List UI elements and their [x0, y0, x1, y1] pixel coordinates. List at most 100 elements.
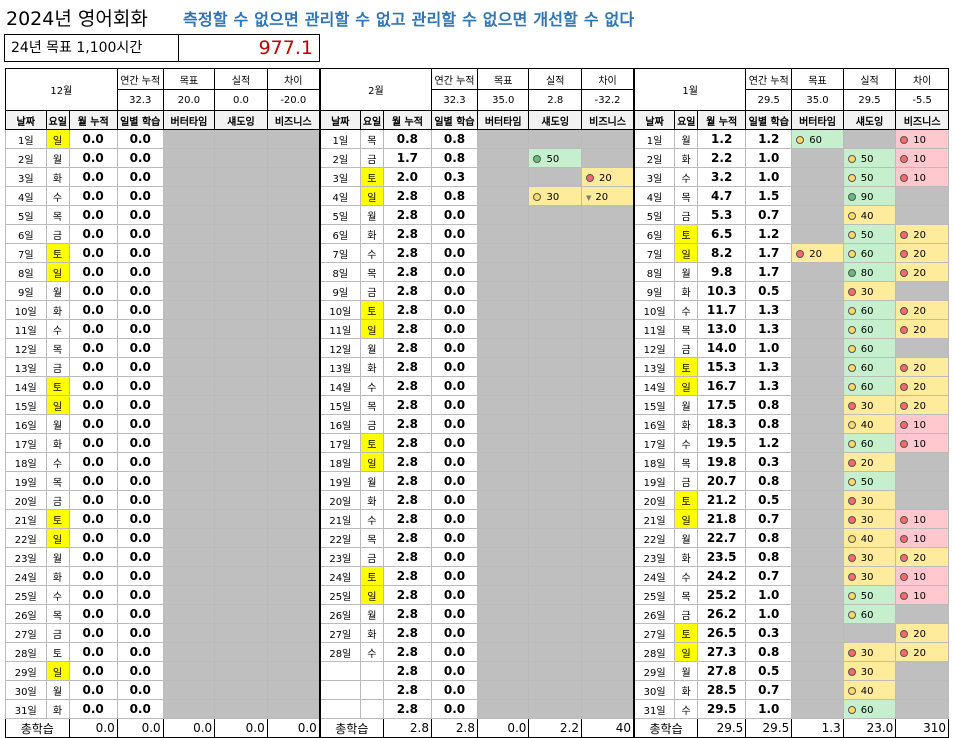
month-cum-cell: 2.8 — [382, 642, 433, 662]
weekday-cell: 수 — [45, 186, 70, 206]
weekday-cell: 토 — [359, 566, 384, 586]
business-cell — [266, 452, 321, 472]
date-cell: 14일 — [633, 376, 676, 396]
col-header-vetter: 버터타임 — [476, 110, 530, 130]
daily-cell: 0.0 — [431, 357, 478, 377]
date-cell: 13일 — [633, 357, 676, 377]
business-cell: 10 — [895, 414, 949, 434]
business-cell — [581, 281, 635, 301]
vetter-cell — [162, 319, 216, 339]
status-dot-icon — [847, 230, 856, 239]
month-cum-cell: 10.3 — [697, 281, 747, 301]
business-cell — [581, 661, 635, 681]
business-cell — [266, 604, 321, 624]
shadow-cell — [528, 680, 583, 700]
business-cell — [581, 680, 635, 700]
vetter-cell — [791, 452, 844, 472]
daily-cell: 0.0 — [431, 566, 478, 586]
value-text: 60 — [809, 134, 822, 146]
month-cum-cell: 0.0 — [68, 167, 118, 187]
value-text: 60 — [860, 438, 874, 450]
value-text: 10 — [913, 514, 927, 526]
status-dot-icon — [847, 667, 856, 676]
weekday-cell: 토 — [45, 243, 70, 263]
target-value: 35.0 — [476, 89, 530, 111]
month-cum-cell: 5.3 — [697, 205, 747, 225]
vetter-cell — [476, 148, 530, 168]
goal-box: 24년 목표 1,100시간 977.1 — [4, 34, 320, 62]
status-dot-icon — [847, 553, 856, 562]
date-cell: 16일 — [318, 414, 361, 434]
business-cell — [581, 243, 635, 263]
table-row: 19일 목 0.0 0.0 19일 월 2.8 0.0 19일 금 20.7 0.8 50 — [5, 471, 949, 491]
shadow-cell — [528, 205, 583, 225]
col-header-vetter: 버터타임 — [791, 110, 844, 130]
vetter-cell — [476, 338, 530, 358]
month-cum-cell: 2.8 — [382, 243, 433, 263]
month-cum-cell: 0.0 — [68, 566, 118, 586]
weekday-cell: 토 — [674, 224, 699, 244]
daily-cell: 0.0 — [116, 281, 164, 301]
business-cell — [581, 338, 635, 358]
vetter-cell — [791, 566, 844, 586]
month-cum-cell: 0.0 — [68, 452, 118, 472]
actual-value: 2.8 — [528, 89, 583, 111]
month-cum-cell: 23.5 — [697, 547, 747, 567]
daily-cell: 0.0 — [116, 604, 164, 624]
shadow-cell — [214, 281, 268, 301]
business-cell — [266, 623, 321, 643]
status-dot-icon — [900, 648, 909, 657]
weekday-cell: 토 — [359, 167, 384, 187]
weekday-cell: 수 — [674, 167, 699, 187]
status-dot-icon — [900, 382, 909, 391]
header: 2024년 영어회화 측정할 수 없으면 관리할 수 없고 관리할 수 없으면 … — [0, 0, 953, 34]
date-cell: 7일 — [5, 243, 47, 263]
vetter-cell — [162, 357, 216, 377]
status-dot-icon — [847, 268, 856, 277]
vetter-cell — [476, 661, 530, 681]
col-header-month_cum: 월 누적 — [382, 110, 433, 130]
daily-cell: 0.5 — [745, 490, 793, 510]
status-dot-icon — [900, 154, 909, 163]
business-cell — [266, 167, 321, 187]
weekday-cell: 수 — [359, 376, 384, 396]
daily-cell: 1.2 — [745, 224, 793, 244]
daily-cell: 0.0 — [116, 471, 164, 491]
weekday-cell: 월 — [674, 262, 699, 282]
date-cell: 5일 — [5, 205, 47, 225]
table-row: 29일 일 0.0 0.0 2.8 0.0 29일 월 27.8 0.5 30 — [5, 661, 949, 681]
total-label: 총학습 — [633, 718, 699, 738]
value-text: 30 — [860, 552, 874, 564]
weekday-cell: 월 — [359, 604, 384, 624]
date-cell: 10일 — [5, 300, 47, 320]
date-cell: 21일 — [5, 509, 47, 529]
value-text: 20 — [913, 647, 927, 659]
business-cell — [266, 547, 321, 567]
month-cum-cell: 0.0 — [68, 281, 118, 301]
weekday-cell: 일 — [674, 243, 699, 263]
shadow-cell — [528, 433, 583, 453]
daily-cell: 1.7 — [745, 243, 793, 263]
weekday-cell: 토 — [359, 300, 384, 320]
month-cum-cell: 9.8 — [697, 262, 747, 282]
weekday-cell: 금 — [359, 414, 384, 434]
vetter-cell — [476, 376, 530, 396]
status-dot-icon — [847, 306, 856, 315]
shadow-cell — [528, 623, 583, 643]
daily-cell: 0.0 — [116, 224, 164, 244]
month-cum-cell: 19.5 — [697, 433, 747, 453]
business-cell — [895, 338, 949, 358]
shadow-cell — [214, 452, 268, 472]
weekday-cell: 목 — [359, 528, 384, 548]
daily-cell: 0.0 — [116, 452, 164, 472]
date-cell: 25일 — [5, 585, 47, 605]
daily-cell: 0.8 — [745, 471, 793, 491]
daily-cell: 0.8 — [745, 414, 793, 434]
shadow-cell — [528, 281, 583, 301]
value-text: 10 — [913, 438, 927, 450]
date-cell: 18일 — [318, 452, 361, 472]
business-cell: 20 — [895, 623, 949, 643]
business-cell — [581, 699, 635, 719]
month-cum-cell: 0.0 — [68, 604, 118, 624]
daily-cell: 0.0 — [431, 699, 478, 719]
